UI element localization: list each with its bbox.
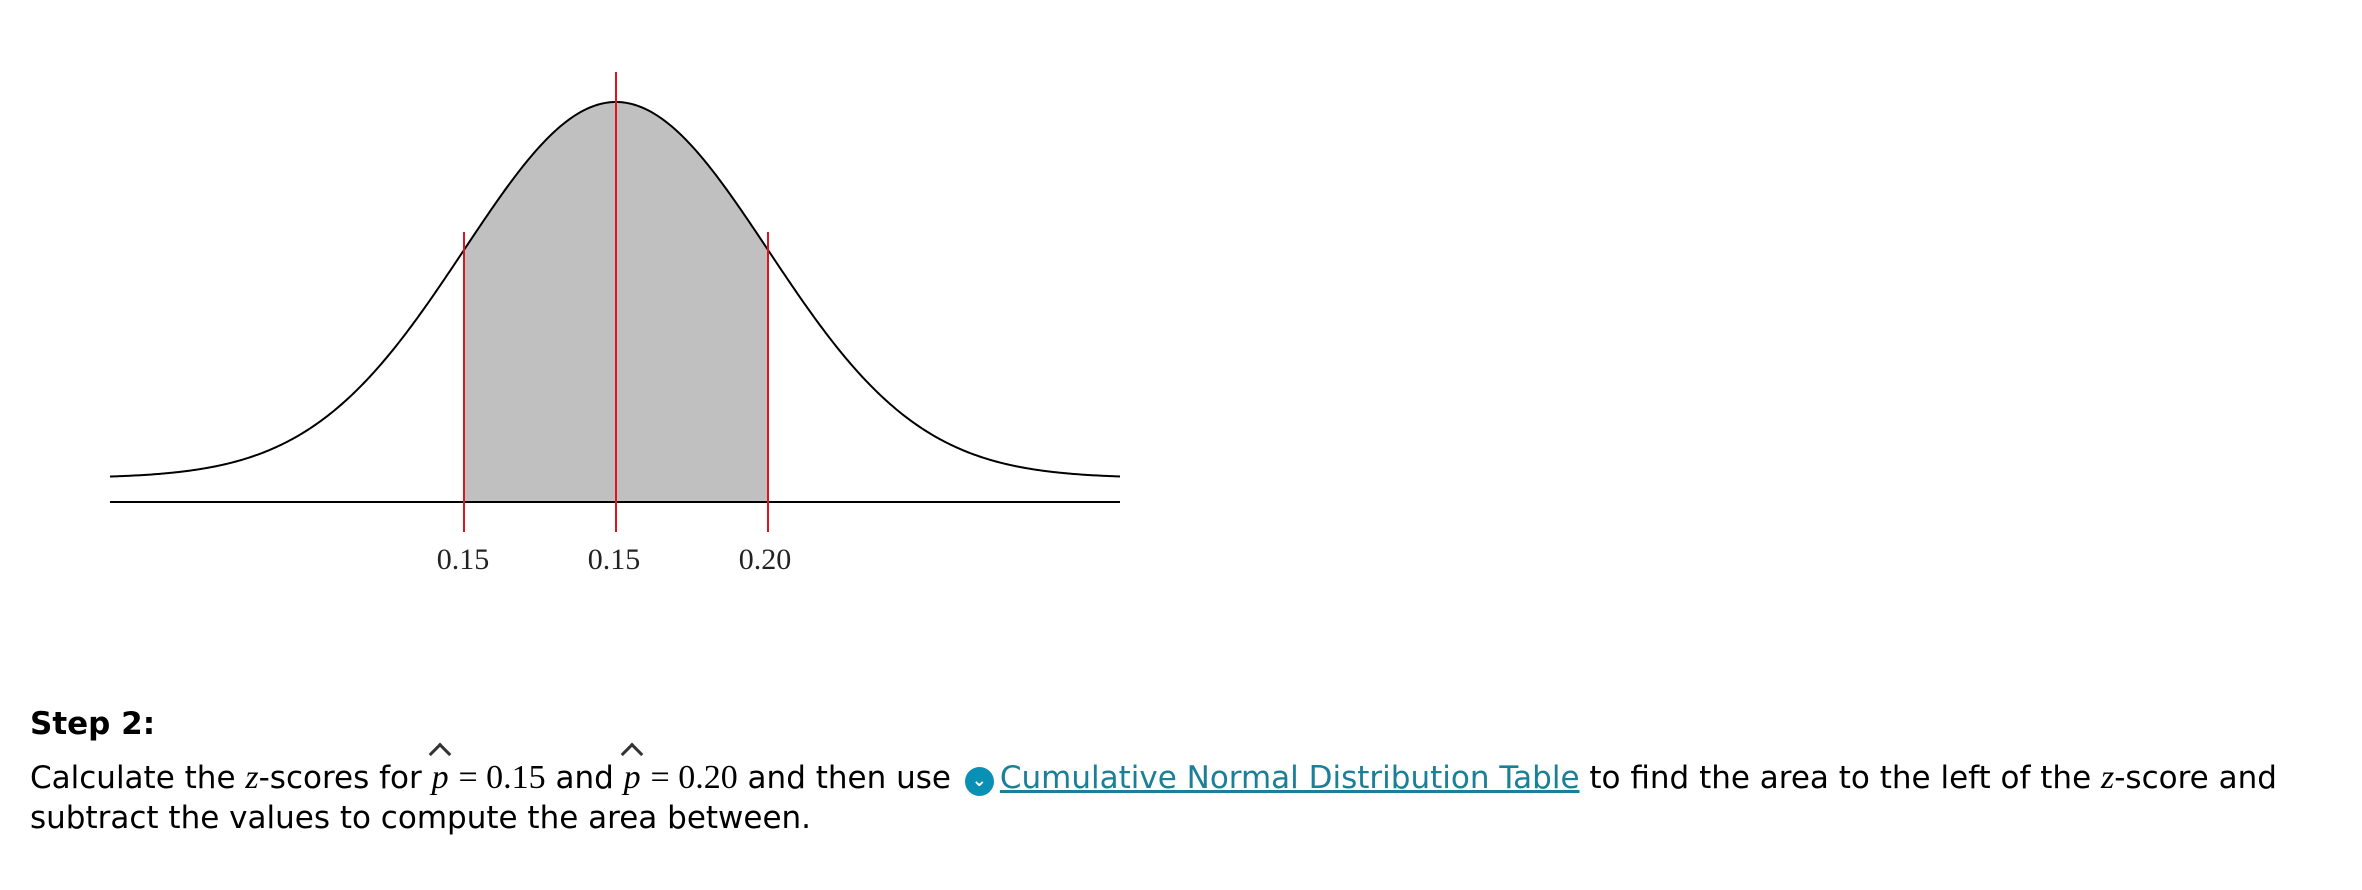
normal-distribution-chart: 0.15 0.15 0.20 bbox=[109, 72, 1121, 576]
z-variable: z bbox=[245, 759, 259, 796]
instruction-text-5: -score and subtract the values to comput… bbox=[30, 760, 2277, 836]
z-variable-2: z bbox=[2101, 759, 2115, 796]
instruction-text-4: to find the area to the left of the bbox=[1579, 760, 2102, 796]
p-hat-value-2: = 0.20 bbox=[650, 759, 738, 796]
tick-label-right: 0.20 bbox=[739, 543, 792, 576]
tick-label-center: 0.15 bbox=[588, 543, 641, 576]
instruction-text-1: Calculate the bbox=[30, 760, 246, 796]
instruction-text-and: and bbox=[545, 760, 624, 796]
p-hat-variable: p bbox=[431, 759, 449, 796]
tick-label-left: 0.15 bbox=[437, 543, 490, 576]
step-instruction: Calculate the z-scores for p = 0.15 and … bbox=[30, 758, 2340, 838]
cumulative-normal-table-link[interactable]: Cumulative Normal Distribution Table bbox=[999, 760, 1580, 796]
step-heading: Step 2: bbox=[30, 706, 156, 742]
p-hat-value-1: = 0.15 bbox=[458, 759, 546, 796]
instruction-text-2: -scores for bbox=[258, 760, 432, 796]
instruction-text-3: and then use bbox=[737, 760, 961, 796]
p-hat-variable-2: p bbox=[623, 759, 641, 796]
chevron-down-circle-icon[interactable]: ⌄ bbox=[964, 766, 994, 796]
